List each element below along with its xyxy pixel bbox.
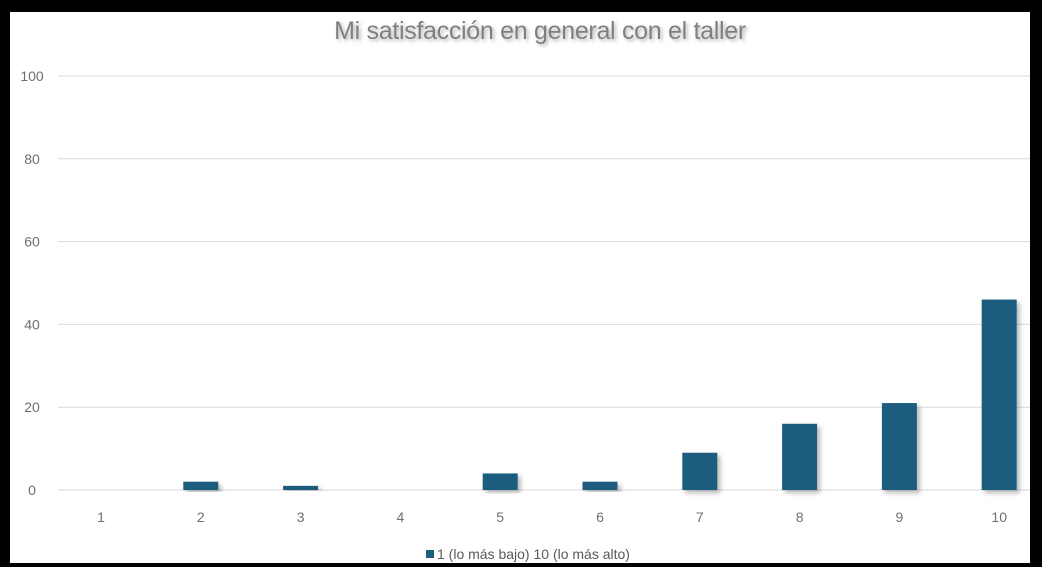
x-tick-label: 9 (896, 509, 904, 525)
bar-chart: Mi satisfacción en general con el taller… (10, 12, 1030, 563)
x-tick-label: 10 (991, 509, 1007, 525)
bar (782, 424, 817, 490)
x-tick-label: 1 (97, 509, 105, 525)
y-tick-label: 40 (24, 316, 40, 332)
bar (583, 482, 618, 490)
x-tick-label: 7 (696, 509, 704, 525)
x-tick-label: 6 (596, 509, 604, 525)
x-tick-label: 3 (297, 509, 305, 525)
x-tick-label: 4 (397, 509, 405, 525)
y-axis: 0 20 40 60 80 100 (20, 68, 44, 498)
bar (982, 300, 1017, 490)
legend-swatch (426, 550, 434, 558)
bar (283, 486, 318, 490)
x-tick-label: 8 (796, 509, 804, 525)
bar (183, 482, 218, 490)
bar (483, 473, 518, 490)
chart-title: Mi satisfacción en general con el taller (334, 17, 746, 45)
x-tick-label: 5 (496, 509, 504, 525)
legend-label: 1 (lo más bajo) 10 (lo más alto) (437, 546, 630, 562)
bar (882, 403, 917, 490)
x-axis: 1 2 3 4 5 6 7 8 9 10 (97, 509, 1007, 525)
x-tick-label: 2 (197, 509, 205, 525)
bar (682, 453, 717, 490)
legend: 1 (lo más bajo) 10 (lo más alto) (426, 546, 630, 562)
bars (183, 300, 1016, 490)
y-tick-label: 0 (28, 482, 36, 498)
y-tick-label: 80 (24, 151, 40, 167)
y-tick-label: 100 (20, 68, 44, 84)
y-tick-label: 60 (24, 234, 40, 250)
y-tick-label: 20 (24, 399, 40, 415)
